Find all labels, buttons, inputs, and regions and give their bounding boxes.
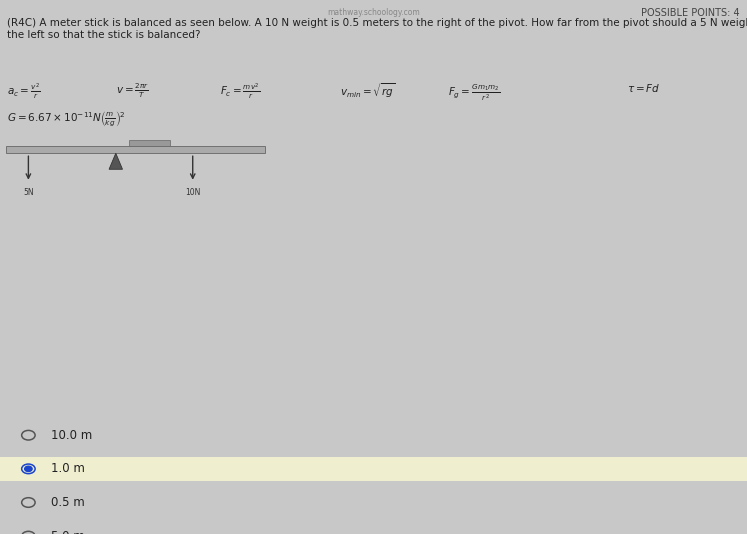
Bar	[6, 146, 265, 153]
Text: $F_g = \frac{Gm_1m_2}{r^2}$: $F_g = \frac{Gm_1m_2}{r^2}$	[448, 82, 500, 103]
Text: 5.0 m: 5.0 m	[51, 530, 84, 534]
Text: $v_{min} = \sqrt{rg}$: $v_{min} = \sqrt{rg}$	[340, 82, 395, 100]
Text: 1.0 m: 1.0 m	[51, 462, 84, 475]
Text: the left so that the stick is balanced?: the left so that the stick is balanced?	[7, 30, 201, 40]
Text: $F_c = \frac{mv^2}{r}$: $F_c = \frac{mv^2}{r}$	[220, 82, 261, 101]
Text: $v = \frac{2\pi r}{T}$: $v = \frac{2\pi r}{T}$	[116, 82, 149, 100]
Text: 10N: 10N	[185, 188, 200, 197]
Text: POSSIBLE POINTS: 4: POSSIBLE POINTS: 4	[641, 8, 740, 18]
Text: mathway.schoology.com: mathway.schoology.com	[327, 8, 420, 17]
Text: 10.0 m: 10.0 m	[51, 429, 92, 442]
Bar	[129, 140, 170, 146]
Polygon shape	[109, 153, 123, 169]
Bar	[0, 457, 747, 481]
Text: (R4C) A meter stick is balanced as seen below. A 10 N weight is 0.5 meters to th: (R4C) A meter stick is balanced as seen …	[7, 18, 747, 28]
Circle shape	[25, 466, 32, 472]
Text: 5N: 5N	[23, 188, 34, 197]
Text: $G = 6.67\times10^{-11} N\left(\frac{m}{kg}\right)^2$: $G = 6.67\times10^{-11} N\left(\frac{m}{…	[7, 109, 126, 129]
Text: $a_c = \frac{v^2}{r}$: $a_c = \frac{v^2}{r}$	[7, 82, 41, 101]
Text: 0.5 m: 0.5 m	[51, 496, 84, 509]
Text: $\tau = Fd$: $\tau = Fd$	[627, 82, 661, 93]
